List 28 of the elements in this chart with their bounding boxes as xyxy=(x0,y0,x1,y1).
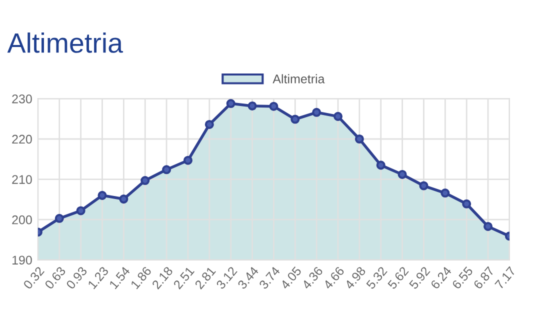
point xyxy=(204,120,214,130)
point xyxy=(462,199,472,208)
point xyxy=(376,160,386,170)
point xyxy=(119,194,128,204)
y-tick-label: 190 xyxy=(12,256,32,265)
y-tick-label: 220 xyxy=(12,134,32,144)
point xyxy=(398,170,407,179)
point xyxy=(269,102,278,111)
y-tick-label: 210 xyxy=(12,175,32,184)
point xyxy=(312,108,322,117)
point xyxy=(140,176,150,186)
y-tick-label: 230 xyxy=(12,94,32,104)
y-tick-label: 200 xyxy=(12,215,32,224)
point xyxy=(333,112,343,121)
point xyxy=(248,101,257,110)
point xyxy=(419,181,428,190)
point xyxy=(440,188,450,198)
point xyxy=(183,156,192,165)
point xyxy=(484,222,493,231)
legend-label: Altimetria xyxy=(272,74,325,84)
point xyxy=(290,114,300,124)
point xyxy=(226,99,236,108)
point xyxy=(98,190,107,200)
point xyxy=(54,214,64,223)
point xyxy=(76,206,86,216)
point xyxy=(162,165,172,174)
chart-title: Altimetria xyxy=(7,32,124,53)
point xyxy=(354,134,364,144)
